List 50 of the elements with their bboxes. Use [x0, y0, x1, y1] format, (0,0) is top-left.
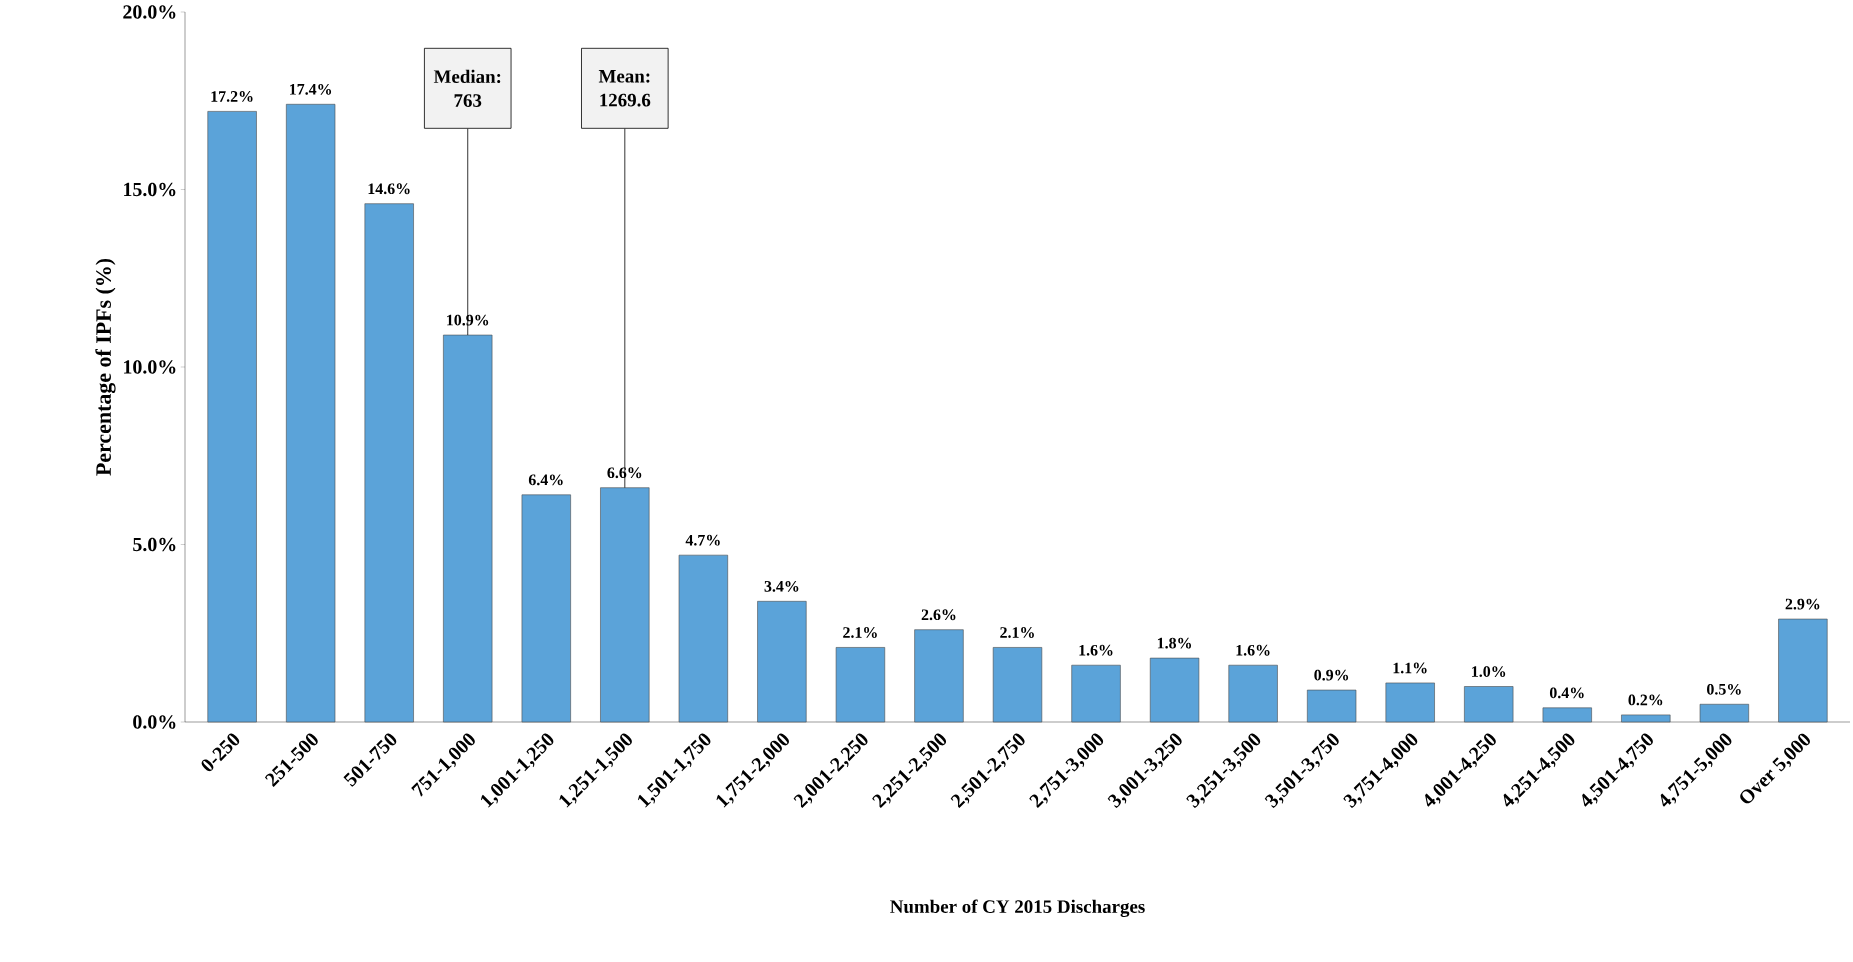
y-axis-title: Percentage of IPFs (%)	[95, 258, 116, 476]
data-label: 0.2%	[1628, 694, 1663, 706]
data-label: 14.6%	[368, 183, 410, 195]
data-label: 2.1%	[843, 627, 877, 638]
bar	[364, 203, 414, 723]
bar	[1464, 686, 1514, 723]
data-label: 0.5%	[1707, 683, 1741, 695]
data-label: 1.0%	[1472, 666, 1506, 677]
data-label: 6.4%	[528, 474, 563, 486]
y-tick-label: 5.0%	[133, 537, 176, 552]
data-label: 4.7%	[685, 534, 720, 546]
bar	[286, 103, 336, 723]
bar	[992, 647, 1043, 723]
bar	[1542, 707, 1592, 723]
bar	[1621, 714, 1671, 723]
bar	[600, 487, 650, 723]
data-label: 2.6%	[921, 609, 956, 621]
y-tick-label: 20.0%	[123, 5, 176, 19]
bar	[678, 554, 728, 723]
data-label: 2.9%	[1785, 598, 1820, 610]
bar	[443, 334, 493, 723]
bar	[207, 111, 257, 723]
bar	[521, 494, 571, 723]
bar	[1071, 664, 1121, 723]
y-tick-label: 10.0%	[124, 360, 176, 374]
bar	[757, 601, 807, 723]
data-label: 1.6%	[1236, 644, 1270, 656]
bar	[1149, 657, 1200, 723]
data-label: 1.8%	[1157, 637, 1192, 649]
data-label: 1.1%	[1393, 662, 1427, 674]
data-label: 1.6%	[1079, 644, 1113, 656]
data-label: 3.4%	[764, 580, 799, 592]
data-label: 17.2%	[211, 91, 253, 102]
bar	[835, 647, 886, 723]
annotation: Median: 763	[433, 69, 501, 107]
data-label: 6.6%	[607, 467, 642, 479]
bar	[1699, 703, 1749, 723]
data-label: 2.1%	[1000, 627, 1034, 638]
data-label: 17.4%	[290, 83, 332, 95]
x-axis-title: Number of CY 2015 Discharges	[890, 899, 1145, 917]
bar	[1307, 689, 1357, 723]
bar	[1228, 664, 1278, 723]
annotation: Mean: 1269.6	[598, 70, 651, 107]
y-tick-label: 15.0%	[124, 182, 176, 197]
bar	[1778, 618, 1828, 723]
data-label: 0.9%	[1314, 669, 1349, 681]
y-tick-label: 0.0%	[133, 715, 176, 729]
data-label: 0.4%	[1549, 687, 1584, 699]
bar	[1385, 682, 1435, 723]
bar	[914, 629, 964, 723]
